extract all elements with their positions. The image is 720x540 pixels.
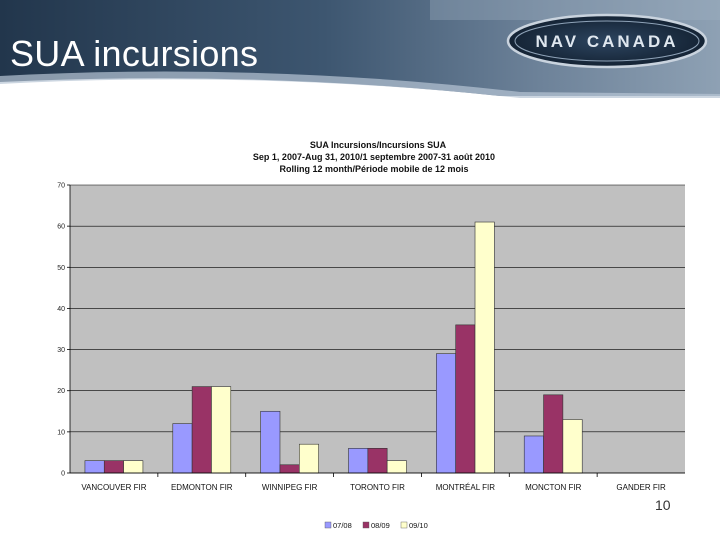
y-tick-label: 0 xyxy=(61,471,65,478)
bar-09-10 xyxy=(299,443,319,474)
bar-07-08 xyxy=(436,353,456,474)
slide-title: SUA incursions xyxy=(10,33,259,74)
x-tick-label: WINNIPEG FIR xyxy=(262,483,318,492)
y-tick-label: 50 xyxy=(57,265,65,272)
plot-area xyxy=(70,185,685,473)
bar-07-08 xyxy=(84,460,105,474)
chart-title: SUA Incursions/Incursions SUA Sep 1, 200… xyxy=(253,140,495,174)
bar-09-10 xyxy=(386,460,407,474)
y-tick-label: 10 xyxy=(57,429,65,436)
x-tick-label: EDMONTON FIR xyxy=(171,483,233,492)
legend-label: 09/10 xyxy=(409,521,428,530)
x-tick-label: MONCTON FIR xyxy=(525,483,582,492)
bar-08-09 xyxy=(543,394,564,474)
bar-08-09 xyxy=(191,386,212,474)
logo-text: NAV CANADA xyxy=(535,32,678,51)
chart-title-line-2: Sep 1, 2007-Aug 31, 2010/1 septembre 200… xyxy=(253,152,495,162)
y-tick-label: 40 xyxy=(57,306,65,313)
x-tick-label: TORONTO FIR xyxy=(350,483,405,492)
y-axis: 0 10 20 30 40 50 60 70 xyxy=(57,183,71,478)
bar-07-08 xyxy=(172,423,193,474)
bar-08-09 xyxy=(279,464,300,474)
bars xyxy=(84,221,583,474)
legend-label: 08/09 xyxy=(371,521,390,530)
bar-07-08 xyxy=(260,410,281,474)
legend: 07/08 08/09 09/10 xyxy=(324,521,428,530)
slide-header: SUA incursions NAV CANADA xyxy=(0,0,720,108)
nav-canada-logo: NAV CANADA xyxy=(506,13,708,69)
bar-08-09 xyxy=(367,448,388,474)
y-tick-label: 30 xyxy=(57,347,65,354)
chart-title-line-1: SUA Incursions/Incursions SUA xyxy=(310,140,447,150)
bar-07-08 xyxy=(348,448,369,474)
legend-swatch xyxy=(362,521,370,529)
bar-08-09 xyxy=(103,460,124,474)
bar-09-10 xyxy=(562,419,583,474)
bar-08-09 xyxy=(455,324,476,474)
chart-title-line-3: Rolling 12 month/Période mobile de 12 mo… xyxy=(279,164,468,174)
bar-09-10 xyxy=(211,386,232,474)
y-tick-label: 70 xyxy=(57,183,65,190)
legend-label: 07/08 xyxy=(333,521,352,530)
y-tick-label: 60 xyxy=(57,224,65,231)
x-axis: VANCOUVER FIR EDMONTON FIR WINNIPEG FIR TOR… xyxy=(70,472,685,492)
bar-09-10 xyxy=(123,460,144,474)
bar-07-08 xyxy=(523,435,544,474)
x-tick-label: MONTRÉAL FIR xyxy=(436,483,495,492)
legend-swatch xyxy=(324,521,332,529)
x-tick-label: GANDER FIR xyxy=(616,483,666,492)
x-tick-label: VANCOUVER FIR xyxy=(81,483,146,492)
y-tick-label: 20 xyxy=(57,388,65,395)
legend-swatch xyxy=(400,521,408,529)
bar-09-10 xyxy=(474,221,495,474)
page-number: 10 xyxy=(655,497,671,513)
